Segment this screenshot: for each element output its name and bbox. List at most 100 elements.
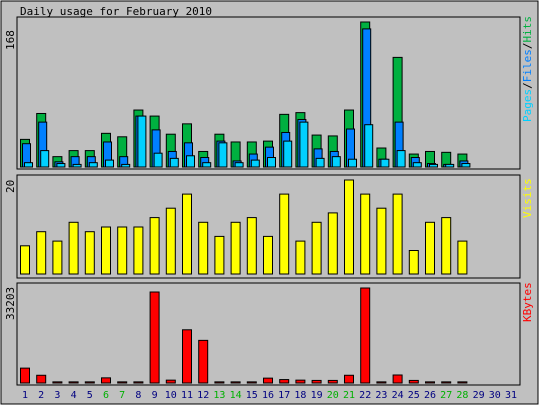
- x-label-day-17: 17: [278, 390, 290, 401]
- x-label-day-19: 19: [311, 390, 323, 401]
- x-label-day-25: 25: [408, 390, 420, 401]
- visits-bar-day-4: [68, 221, 79, 275]
- visits-bar-day-6: [101, 226, 111, 275]
- x-label-day-3: 3: [54, 390, 60, 401]
- kbytes-bar-day-19: [311, 379, 322, 384]
- kbytes-bar-day-9: [149, 291, 160, 384]
- x-label-day-31: 31: [505, 390, 517, 401]
- x-axis-labels: 1 2 3 4 5 6 7 8 9 10 11 12 13 14 15 16 17 18 19 20 21 22 23 24 2…: [22, 390, 517, 401]
- pages-bar-day-10: [169, 157, 179, 168]
- pages-bar-day-21: [348, 158, 357, 168]
- x-label-day-27: 27: [440, 390, 452, 401]
- visits-bar-day-27: [441, 217, 452, 275]
- visits-bar-day-18: [295, 240, 306, 275]
- kbytes-bar-day-27: [441, 381, 452, 384]
- x-label-day-29: 29: [473, 390, 485, 401]
- kbytes-bar-day-11: [182, 329, 192, 384]
- kbytes-bar-day-13: [214, 381, 225, 384]
- legend-hits: Hits: [521, 16, 534, 43]
- visits-panel-frame: [16, 174, 521, 279]
- pages-bar-day-13: [218, 142, 228, 168]
- visits-bar-day-19: [311, 221, 322, 275]
- visits-bar-day-16: [263, 235, 273, 275]
- x-label-day-24: 24: [392, 390, 404, 401]
- visits-bar-day-1: [20, 245, 30, 275]
- bars-layer: [20, 21, 471, 384]
- kbytes-legend: KBytes: [521, 282, 534, 322]
- pages-bar-day-3: [56, 163, 66, 168]
- kbytes-bar-day-17: [279, 379, 290, 384]
- x-label-day-13: 13: [213, 390, 225, 401]
- hits-ymax-label: 168: [4, 30, 17, 50]
- pages-bar-day-7: [121, 163, 131, 168]
- pages-bar-day-9: [153, 152, 163, 168]
- visits-ymax-label: 20: [4, 180, 17, 193]
- kbytes-bar-day-28: [457, 381, 468, 384]
- kbytes-panel-frame: [16, 282, 521, 386]
- visits-bar-day-12: [198, 221, 209, 275]
- visits-bar-day-14: [230, 221, 241, 275]
- kbytes-bar-day-23: [376, 381, 387, 384]
- hits-legend: Pages/Files/Hits: [521, 16, 534, 122]
- pages-bar-day-26: [429, 163, 438, 168]
- pages-bar-day-20: [331, 156, 341, 168]
- x-label-day-18: 18: [294, 390, 306, 401]
- pages-bar-day-24: [396, 150, 406, 168]
- visits-bar-day-17: [279, 193, 290, 275]
- visits-bar-day-25: [408, 250, 419, 275]
- kbytes-bar-day-21: [344, 374, 354, 384]
- kbytes-bar-day-12: [198, 339, 209, 384]
- kbytes-bar-day-25: [408, 379, 419, 384]
- kbytes-bar-day-1: [20, 367, 30, 384]
- kbytes-bar-day-20: [327, 379, 338, 384]
- pages-bar-day-28: [461, 163, 471, 168]
- kbytes-bar-day-26: [425, 381, 435, 384]
- pages-bar-day-8: [137, 115, 147, 168]
- visits-bar-day-21: [344, 179, 354, 275]
- hits-panel-frame: [16, 16, 521, 170]
- pages-bar-day-15: [250, 159, 260, 168]
- visits-bar-day-23: [376, 207, 387, 275]
- kbytes-bar-day-18: [295, 379, 306, 384]
- x-label-day-26: 26: [424, 390, 436, 401]
- kbytes-panel: [16, 282, 521, 386]
- kbytes-bar-day-10: [165, 379, 176, 384]
- x-label-day-2: 2: [38, 390, 44, 401]
- x-label-day-15: 15: [246, 390, 258, 401]
- legend-files: Files: [521, 49, 534, 82]
- pages-bar-day-22: [364, 124, 374, 168]
- x-label-day-16: 16: [262, 390, 274, 401]
- pages-bar-day-25: [412, 162, 422, 168]
- x-label-day-12: 12: [197, 390, 209, 401]
- kbytes-bar-day-16: [263, 377, 273, 384]
- kbytes-bar-day-14: [230, 381, 241, 384]
- pages-bar-day-4: [72, 163, 82, 168]
- x-label-day-5: 5: [87, 390, 93, 401]
- kbytes-bar-day-15: [246, 381, 257, 384]
- kbytes-bar-day-24: [392, 374, 403, 384]
- x-label-day-20: 20: [327, 390, 339, 401]
- x-label-day-10: 10: [165, 390, 177, 401]
- visits-bar-day-7: [117, 226, 128, 275]
- kbytes-bar-day-2: [36, 374, 47, 384]
- legend-sep-2: /: [521, 43, 534, 50]
- x-label-day-30: 30: [489, 390, 501, 401]
- pages-bar-day-19: [315, 157, 325, 168]
- visits-bar-day-13: [214, 235, 225, 275]
- visits-bar-day-2: [36, 231, 47, 275]
- legend-pages: Pages: [521, 89, 534, 122]
- x-label-day-23: 23: [375, 390, 387, 401]
- kbytes-bar-day-7: [117, 381, 128, 384]
- visits-bar-day-22: [360, 193, 371, 275]
- pages-bar-day-14: [234, 162, 244, 168]
- pages-bar-day-23: [380, 158, 390, 168]
- x-label-day-1: 1: [22, 390, 28, 401]
- kbytes-bar-day-6: [101, 377, 111, 384]
- pages-bar-day-2: [40, 150, 50, 168]
- pages-bar-day-17: [283, 140, 293, 168]
- visits-bar-day-24: [392, 193, 403, 275]
- kbytes-bar-day-22: [360, 287, 371, 384]
- kbytes-bar-day-5: [84, 381, 95, 384]
- kbytes-bar-day-3: [52, 381, 63, 384]
